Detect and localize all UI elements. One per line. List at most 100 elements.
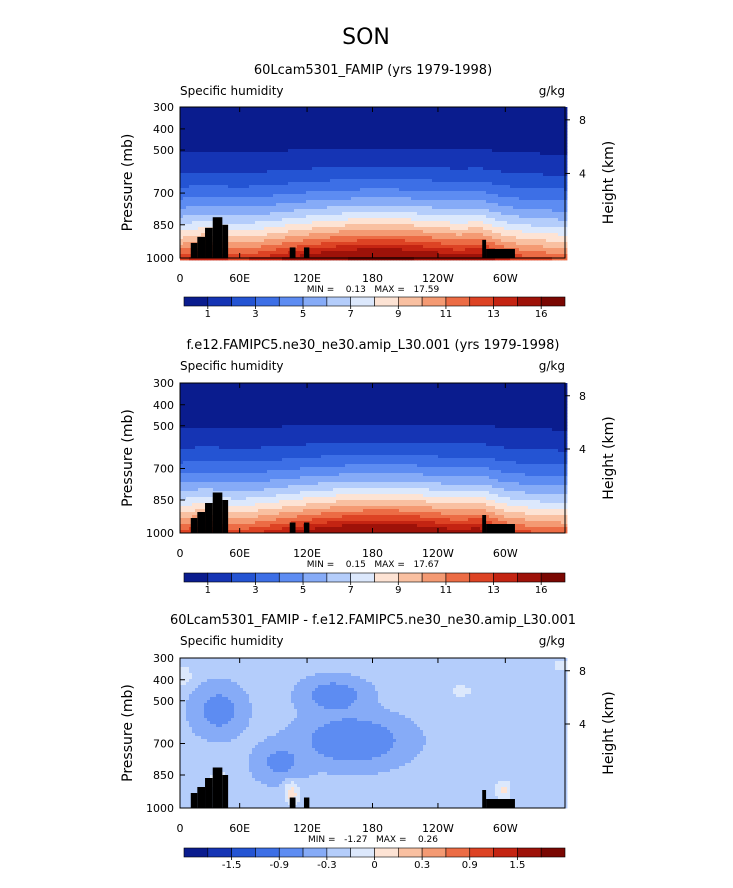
contour-cell bbox=[264, 167, 267, 170]
contour-cell bbox=[255, 218, 258, 221]
contour-cell bbox=[270, 140, 273, 143]
contour-cell bbox=[291, 191, 294, 194]
contour-cell bbox=[447, 206, 450, 209]
contour-cell bbox=[225, 206, 228, 209]
contour-cell bbox=[333, 131, 336, 134]
contour-cell bbox=[312, 173, 315, 176]
contour-cell bbox=[375, 107, 378, 110]
contour-cell bbox=[363, 191, 366, 194]
contour-cell bbox=[192, 176, 195, 179]
contour-cell bbox=[435, 212, 438, 215]
contour-cell bbox=[306, 107, 309, 110]
contour-cell bbox=[252, 188, 255, 191]
contour-cell bbox=[360, 224, 363, 227]
contour-cell bbox=[441, 251, 444, 254]
contour-cell bbox=[207, 125, 210, 128]
contour-cell bbox=[375, 221, 378, 224]
contour-cell bbox=[390, 215, 393, 218]
contour-cell bbox=[393, 131, 396, 134]
contour-cell bbox=[216, 206, 219, 209]
contour-cell bbox=[255, 188, 258, 191]
contour-cell bbox=[387, 167, 390, 170]
contour-cell bbox=[318, 179, 321, 182]
contour-cell bbox=[276, 107, 279, 110]
contour-cell bbox=[303, 242, 306, 245]
contour-cell bbox=[471, 206, 474, 209]
contour-cell bbox=[201, 164, 204, 167]
contour-cell bbox=[216, 185, 219, 188]
contour-cell bbox=[345, 227, 348, 230]
contour-cell bbox=[447, 170, 450, 173]
contour-cell bbox=[369, 131, 372, 134]
contour-cell bbox=[423, 212, 426, 215]
contour-cell bbox=[366, 236, 369, 239]
contour-cell bbox=[207, 197, 210, 200]
contour-cell bbox=[459, 176, 462, 179]
contour-cell bbox=[426, 128, 429, 131]
contour-cell bbox=[423, 227, 426, 230]
contour-cell bbox=[426, 185, 429, 188]
contour-cell bbox=[270, 149, 273, 152]
contour-cell bbox=[438, 203, 441, 206]
contour-cell bbox=[207, 170, 210, 173]
contour-cell bbox=[405, 173, 408, 176]
contour-cell bbox=[252, 206, 255, 209]
contour-cell bbox=[264, 119, 267, 122]
contour-cell bbox=[456, 218, 459, 221]
contour-cell bbox=[324, 191, 327, 194]
contour-cell bbox=[444, 221, 447, 224]
contour-cell bbox=[213, 197, 216, 200]
contour-cell bbox=[438, 221, 441, 224]
contour-cell bbox=[381, 146, 384, 149]
contour-cell bbox=[450, 251, 453, 254]
contour-cell bbox=[396, 134, 399, 137]
contour-cell bbox=[189, 206, 192, 209]
contour-cell bbox=[213, 122, 216, 125]
contour-cell bbox=[318, 155, 321, 158]
contour-cell bbox=[423, 248, 426, 251]
contour-cell bbox=[468, 233, 471, 236]
contour-cell bbox=[204, 176, 207, 179]
contour-cell bbox=[444, 182, 447, 185]
contour-cell bbox=[303, 137, 306, 140]
contour-cell bbox=[273, 170, 276, 173]
contour-cell bbox=[327, 155, 330, 158]
contour-cell bbox=[261, 125, 264, 128]
season-title: SON bbox=[342, 25, 390, 50]
contour-cell bbox=[240, 245, 243, 248]
contour-cell bbox=[216, 173, 219, 176]
contour-cell bbox=[195, 221, 198, 224]
contour-cell bbox=[357, 131, 360, 134]
contour-cell bbox=[459, 161, 462, 164]
contour-cell bbox=[348, 254, 351, 257]
contour-cell bbox=[321, 227, 324, 230]
contour-cell bbox=[312, 146, 315, 149]
contour-cell bbox=[393, 245, 396, 248]
contour-cell bbox=[402, 248, 405, 251]
contour-cell bbox=[363, 134, 366, 137]
contour-cell bbox=[297, 182, 300, 185]
contour-cell bbox=[204, 197, 207, 200]
contour-cell bbox=[252, 233, 255, 236]
contour-cell bbox=[444, 116, 447, 119]
contour-cell bbox=[402, 131, 405, 134]
contour-cell bbox=[312, 155, 315, 158]
contour-cell bbox=[381, 176, 384, 179]
contour-cell bbox=[390, 203, 393, 206]
contour-cell bbox=[360, 131, 363, 134]
contour-cell bbox=[288, 122, 291, 125]
contour-cell bbox=[279, 230, 282, 233]
contour-cell bbox=[276, 164, 279, 167]
contour-cell bbox=[441, 227, 444, 230]
contour-cell bbox=[387, 218, 390, 221]
contour-cell bbox=[234, 182, 237, 185]
contour-cell bbox=[372, 236, 375, 239]
contour-cell bbox=[279, 119, 282, 122]
contour-cell bbox=[243, 185, 246, 188]
contour-cell bbox=[399, 254, 402, 257]
contour-cell bbox=[285, 227, 288, 230]
contour-cell bbox=[258, 155, 261, 158]
contour-cell bbox=[210, 134, 213, 137]
contour-cell bbox=[240, 239, 243, 242]
contour-cell bbox=[198, 152, 201, 155]
